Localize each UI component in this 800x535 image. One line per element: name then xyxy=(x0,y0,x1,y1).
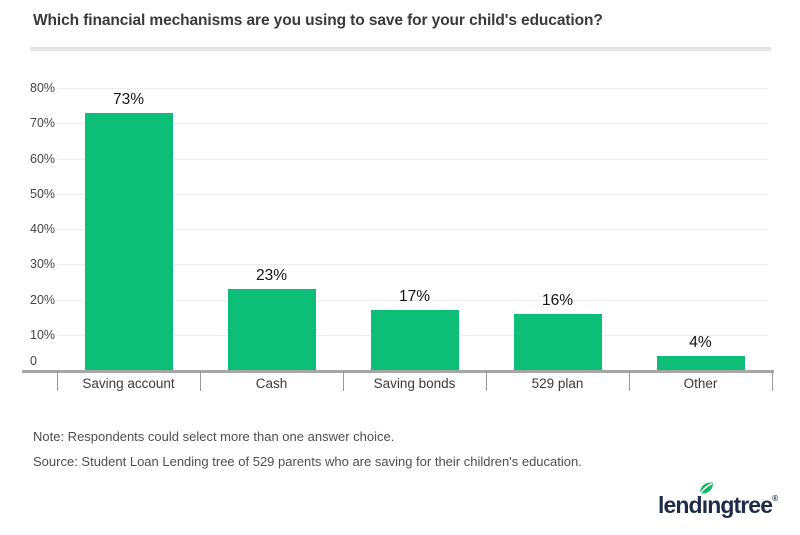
x-axis-tick xyxy=(629,371,630,391)
bar xyxy=(84,112,173,370)
logo-letter-i: ı xyxy=(699,482,713,519)
bar xyxy=(513,313,602,370)
y-tick-label: 70% xyxy=(30,116,56,131)
x-category-label: Saving account xyxy=(82,376,175,391)
logo-text-post: ngtree xyxy=(707,492,773,518)
y-tick-label: 20% xyxy=(30,292,56,307)
x-axis-tick xyxy=(772,371,773,391)
x-category-label: Other xyxy=(683,376,718,391)
bar-value-label: 17% xyxy=(398,288,431,306)
note-text: Note: Respondents could select more than… xyxy=(33,429,395,444)
gridline xyxy=(57,88,768,89)
x-axis-tick xyxy=(57,371,58,391)
gridline xyxy=(57,299,768,301)
bar xyxy=(370,310,459,370)
x-category-label: 529 plan xyxy=(531,376,584,391)
gridline xyxy=(57,264,768,266)
logo-text-pre: lend xyxy=(658,492,703,518)
bar-value-label: 23% xyxy=(255,266,288,284)
bar xyxy=(656,355,745,370)
y-tick-label: 50% xyxy=(30,186,56,201)
x-axis-line xyxy=(22,370,774,373)
lendingtree-logo: lendı ngtree® xyxy=(658,482,778,519)
x-category-label: Cash xyxy=(255,376,288,391)
source-text: Source: Student Loan Lending tree of 529… xyxy=(33,454,582,469)
y-tick-label: 40% xyxy=(30,222,56,236)
registered-mark: ® xyxy=(772,494,778,503)
gridline xyxy=(57,158,768,160)
chart-title: Which financial mechanisms are you using… xyxy=(33,12,603,29)
y-tick-label: 10% xyxy=(30,327,56,342)
bar-value-label: 16% xyxy=(541,291,574,309)
title-divider xyxy=(30,47,771,51)
bar xyxy=(227,288,316,370)
y-tick-label: 30% xyxy=(30,257,56,272)
gridline xyxy=(57,229,768,230)
gridline xyxy=(57,123,768,125)
bar-value-label: 73% xyxy=(112,90,145,108)
x-axis-tick xyxy=(200,371,201,391)
x-axis-tick xyxy=(486,371,487,391)
leaf-icon xyxy=(699,482,713,494)
y-tick-label: 60% xyxy=(30,151,56,166)
y-tick-label: 0 xyxy=(30,354,37,368)
gridline xyxy=(57,193,768,195)
y-tick-label: 80% xyxy=(30,81,56,95)
x-category-label: Saving bonds xyxy=(373,376,456,391)
bar-value-label: 4% xyxy=(689,333,712,351)
x-axis-tick xyxy=(343,371,344,391)
